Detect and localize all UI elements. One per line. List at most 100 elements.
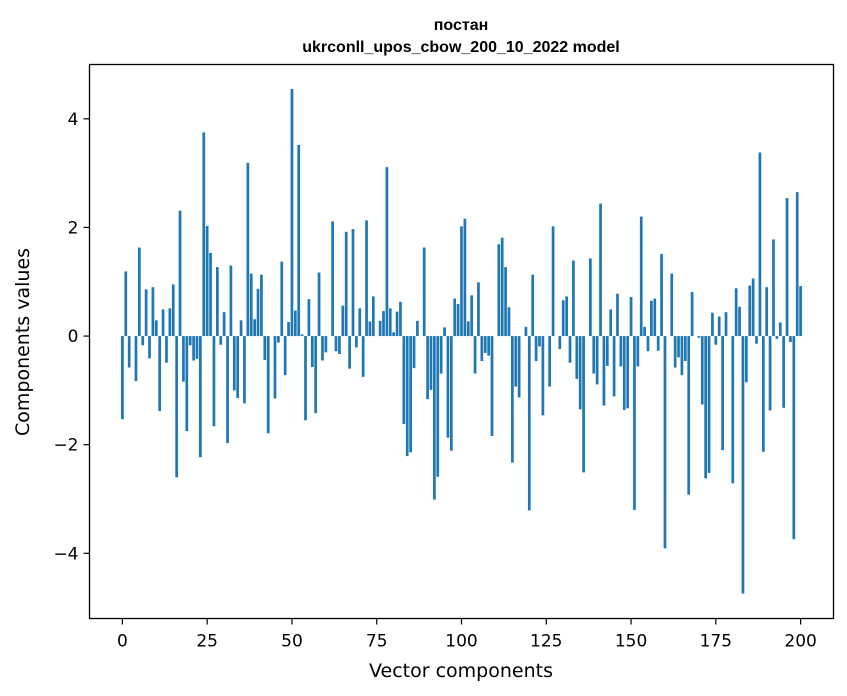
bar-71 [361,336,365,377]
bar-189 [761,336,765,452]
bar-95 [443,327,446,337]
bar-51 [293,310,297,337]
bar-197 [789,336,792,343]
bar-67 [348,336,351,369]
bar-6 [141,336,145,346]
bar-17 [178,210,182,337]
bar-65 [341,305,345,337]
bar-104 [473,336,477,374]
bar-126 [548,336,552,387]
bar-53 [300,334,304,337]
bar-163 [673,336,677,368]
bar-100 [460,226,463,337]
bar-54 [304,336,307,421]
x-tick-label-1: 25 [196,632,218,652]
bar-13 [165,336,168,363]
bar-159 [660,254,663,337]
bar-142 [602,336,606,406]
bar-41 [260,274,263,337]
bar-91 [429,336,433,390]
bar-32 [229,265,233,337]
bar-57 [314,336,318,414]
bar-133 [572,260,575,337]
bar-146 [616,293,619,337]
bar-140 [595,336,599,385]
bar-111 [497,244,501,337]
bar-56 [310,336,314,368]
bar-38 [249,273,253,337]
bar-123 [538,336,541,347]
bar-106 [480,336,484,362]
bar-164 [677,336,680,358]
bar-194 [778,322,782,337]
bar-117 [517,336,521,398]
bar-55 [307,299,311,337]
bar-115 [511,336,514,463]
bar-141 [599,203,602,337]
bar-119 [524,326,528,337]
bar-72 [365,220,368,337]
bar-93 [436,336,440,477]
y-axis-ticks: −4 −2 0 2 4 [53,110,90,564]
bar-131 [565,296,568,337]
bar-148 [622,336,626,410]
bar-134 [575,336,579,379]
bar-7 [144,289,148,337]
bar-103 [470,295,474,337]
bar-73 [368,321,372,337]
bar-175 [714,336,718,345]
bar-101 [463,218,467,337]
bar-92 [433,336,436,500]
bar-22 [195,336,199,359]
bar-114 [507,307,511,337]
bar-144 [609,309,613,337]
bar-49 [287,321,290,337]
bar-1 [124,271,128,337]
bar-19 [185,336,189,432]
bar-113 [504,267,507,337]
bar-127 [551,226,555,337]
bar-99 [456,304,460,337]
bar-66 [344,231,348,337]
bar-124 [541,336,545,416]
bar-84 [405,336,409,457]
bar-42 [263,336,267,360]
y-tick-label-4: 4 [68,110,79,130]
bar-105 [477,282,480,337]
x-tick-label-5: 125 [530,632,562,652]
bar-23 [199,336,202,458]
x-tick-label-2: 50 [281,632,303,652]
bar-138 [589,258,592,337]
bar-162 [670,273,674,337]
bar-16 [175,336,178,478]
bar-18 [182,336,185,382]
bar-52 [297,144,301,337]
x-tick-label-6: 150 [615,632,647,652]
y-tick-label-0: −4 [53,544,78,564]
bar-183 [741,336,745,594]
bar-69 [355,336,358,348]
bar-98 [453,298,457,337]
bar-160 [663,336,667,549]
bar-187 [755,336,758,344]
x-axis-label: Vector components [369,660,553,682]
bar-154 [643,326,646,337]
bar-81 [395,311,399,337]
bar-186 [751,278,755,337]
bar-96 [446,336,450,438]
bar-45 [273,336,277,399]
bar-180 [731,336,735,484]
bar-173 [707,336,711,473]
bar-152 [636,336,640,367]
bar-196 [785,198,789,337]
bar-86 [412,336,416,369]
bar-48 [283,336,287,376]
bar-58 [317,272,321,337]
bar-8 [148,336,151,359]
bar-121 [531,274,535,337]
bar-59 [321,336,324,361]
bar-193 [775,336,779,339]
bar-129 [558,336,562,350]
bar-145 [612,336,616,397]
